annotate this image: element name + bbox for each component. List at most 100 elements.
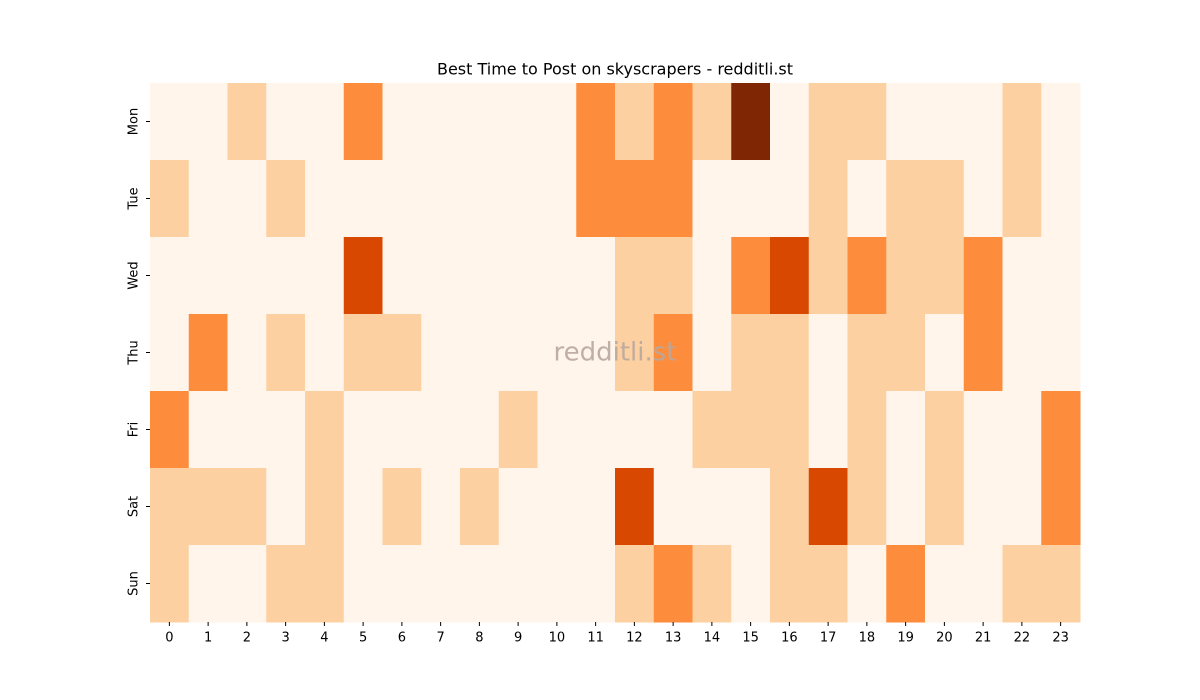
heatmap-cell [731, 314, 771, 392]
heatmap-cell [150, 391, 190, 469]
x-tick-label: 8 [475, 631, 483, 646]
heatmap-cell [653, 237, 693, 315]
heatmap-cell [731, 391, 771, 469]
x-tick-label: 22 [1014, 631, 1031, 646]
heatmap-cell [498, 237, 538, 315]
heatmap-cell [963, 237, 1003, 315]
heatmap-cell [266, 468, 306, 546]
heatmap-cell [653, 314, 693, 392]
heatmap-cell [227, 160, 267, 238]
heatmap-cell [1041, 545, 1081, 623]
heatmap-cell [963, 83, 1003, 161]
heatmap-cell [498, 314, 538, 392]
heatmap-cell [421, 83, 461, 161]
heatmap-cell [731, 160, 771, 238]
heatmap-cell [188, 237, 228, 315]
heatmap-cell [537, 237, 577, 315]
heatmap-cell [1002, 314, 1042, 392]
heatmap-cell [266, 160, 306, 238]
heatmap-cell [847, 237, 887, 315]
heatmap-cell [305, 468, 345, 546]
heatmap-cell [1002, 237, 1042, 315]
x-tick-label: 4 [320, 631, 328, 646]
watermark: redditli.st [554, 338, 677, 368]
x-tick-label: 13 [665, 631, 682, 646]
heatmap-cell [615, 160, 655, 238]
heatmap-cell [266, 314, 306, 392]
x-tick-label: 20 [936, 631, 953, 646]
heatmap-cell [692, 468, 732, 546]
heatmap-cell [886, 160, 926, 238]
heatmap-cell [266, 545, 306, 623]
heatmap-cell [576, 83, 616, 161]
heatmap-cell [460, 468, 500, 546]
heatmap-cell [615, 391, 655, 469]
y-tick-label: Thu [127, 340, 142, 365]
heatmap-cell [692, 545, 732, 623]
heatmap-cells [150, 83, 1081, 623]
heatmap-cell [576, 391, 616, 469]
x-tick-label: 12 [626, 631, 643, 646]
heatmap-cell [770, 237, 810, 315]
x-tick-label: 3 [281, 631, 289, 646]
heatmap-cell [808, 468, 848, 546]
heatmap-cell [808, 83, 848, 161]
heatmap-cell [1002, 468, 1042, 546]
heatmap-cell [808, 391, 848, 469]
heatmap-cell [460, 391, 500, 469]
heatmap-cell [227, 391, 267, 469]
heatmap-cell [227, 314, 267, 392]
heatmap-cell [770, 391, 810, 469]
heatmap-cell [305, 391, 345, 469]
heatmap-cell [692, 237, 732, 315]
heatmap-cell [188, 314, 228, 392]
heatmap-cell [692, 391, 732, 469]
heatmap-cell [188, 545, 228, 623]
chart-title: Best Time to Post on skyscrapers - reddi… [437, 60, 793, 79]
heatmap-cell [615, 83, 655, 161]
heatmap-cell [770, 314, 810, 392]
heatmap-cell [343, 391, 383, 469]
heatmap-cell [421, 391, 461, 469]
heatmap-cell [576, 314, 616, 392]
heatmap-cell [925, 391, 965, 469]
y-tick-label: Sat [127, 496, 142, 517]
heatmap-cell [150, 468, 190, 546]
heatmap-cell [305, 237, 345, 315]
heatmap-cell [421, 314, 461, 392]
heatmap-cell [150, 83, 190, 161]
heatmap-cell [382, 83, 422, 161]
heatmap-cell [305, 160, 345, 238]
x-tick-label: 18 [859, 631, 876, 646]
heatmap-cell [1041, 160, 1081, 238]
heatmap-cell [498, 545, 538, 623]
heatmap-cell [227, 468, 267, 546]
heatmap-cell [150, 237, 190, 315]
heatmap-cell [770, 83, 810, 161]
x-tick-label: 23 [1052, 631, 1069, 646]
heatmap-cell [925, 160, 965, 238]
heatmap-cell [537, 314, 577, 392]
x-tick-label: 19 [897, 631, 914, 646]
heatmap-cell [653, 545, 693, 623]
x-tick-label: 6 [398, 631, 406, 646]
x-tick-label: 21 [975, 631, 992, 646]
x-tick-label: 11 [587, 631, 604, 646]
heatmap-cell [963, 314, 1003, 392]
heatmap-cell [963, 391, 1003, 469]
heatmap-cell [150, 545, 190, 623]
x-tick-label: 7 [436, 631, 444, 646]
heatmap-cell [537, 83, 577, 161]
heatmap-cell [731, 83, 771, 161]
y-tick-label: Wed [127, 261, 142, 289]
heatmap-cell [925, 83, 965, 161]
x-tick-label: 17 [820, 631, 837, 646]
x-tick-label: 14 [704, 631, 721, 646]
heatmap-cell [460, 160, 500, 238]
heatmap-cell [150, 160, 190, 238]
heatmap-cell [188, 468, 228, 546]
heatmap-cell [382, 160, 422, 238]
heatmap-cell [343, 160, 383, 238]
x-tick-label: 10 [549, 631, 566, 646]
heatmap-cell [1041, 391, 1081, 469]
